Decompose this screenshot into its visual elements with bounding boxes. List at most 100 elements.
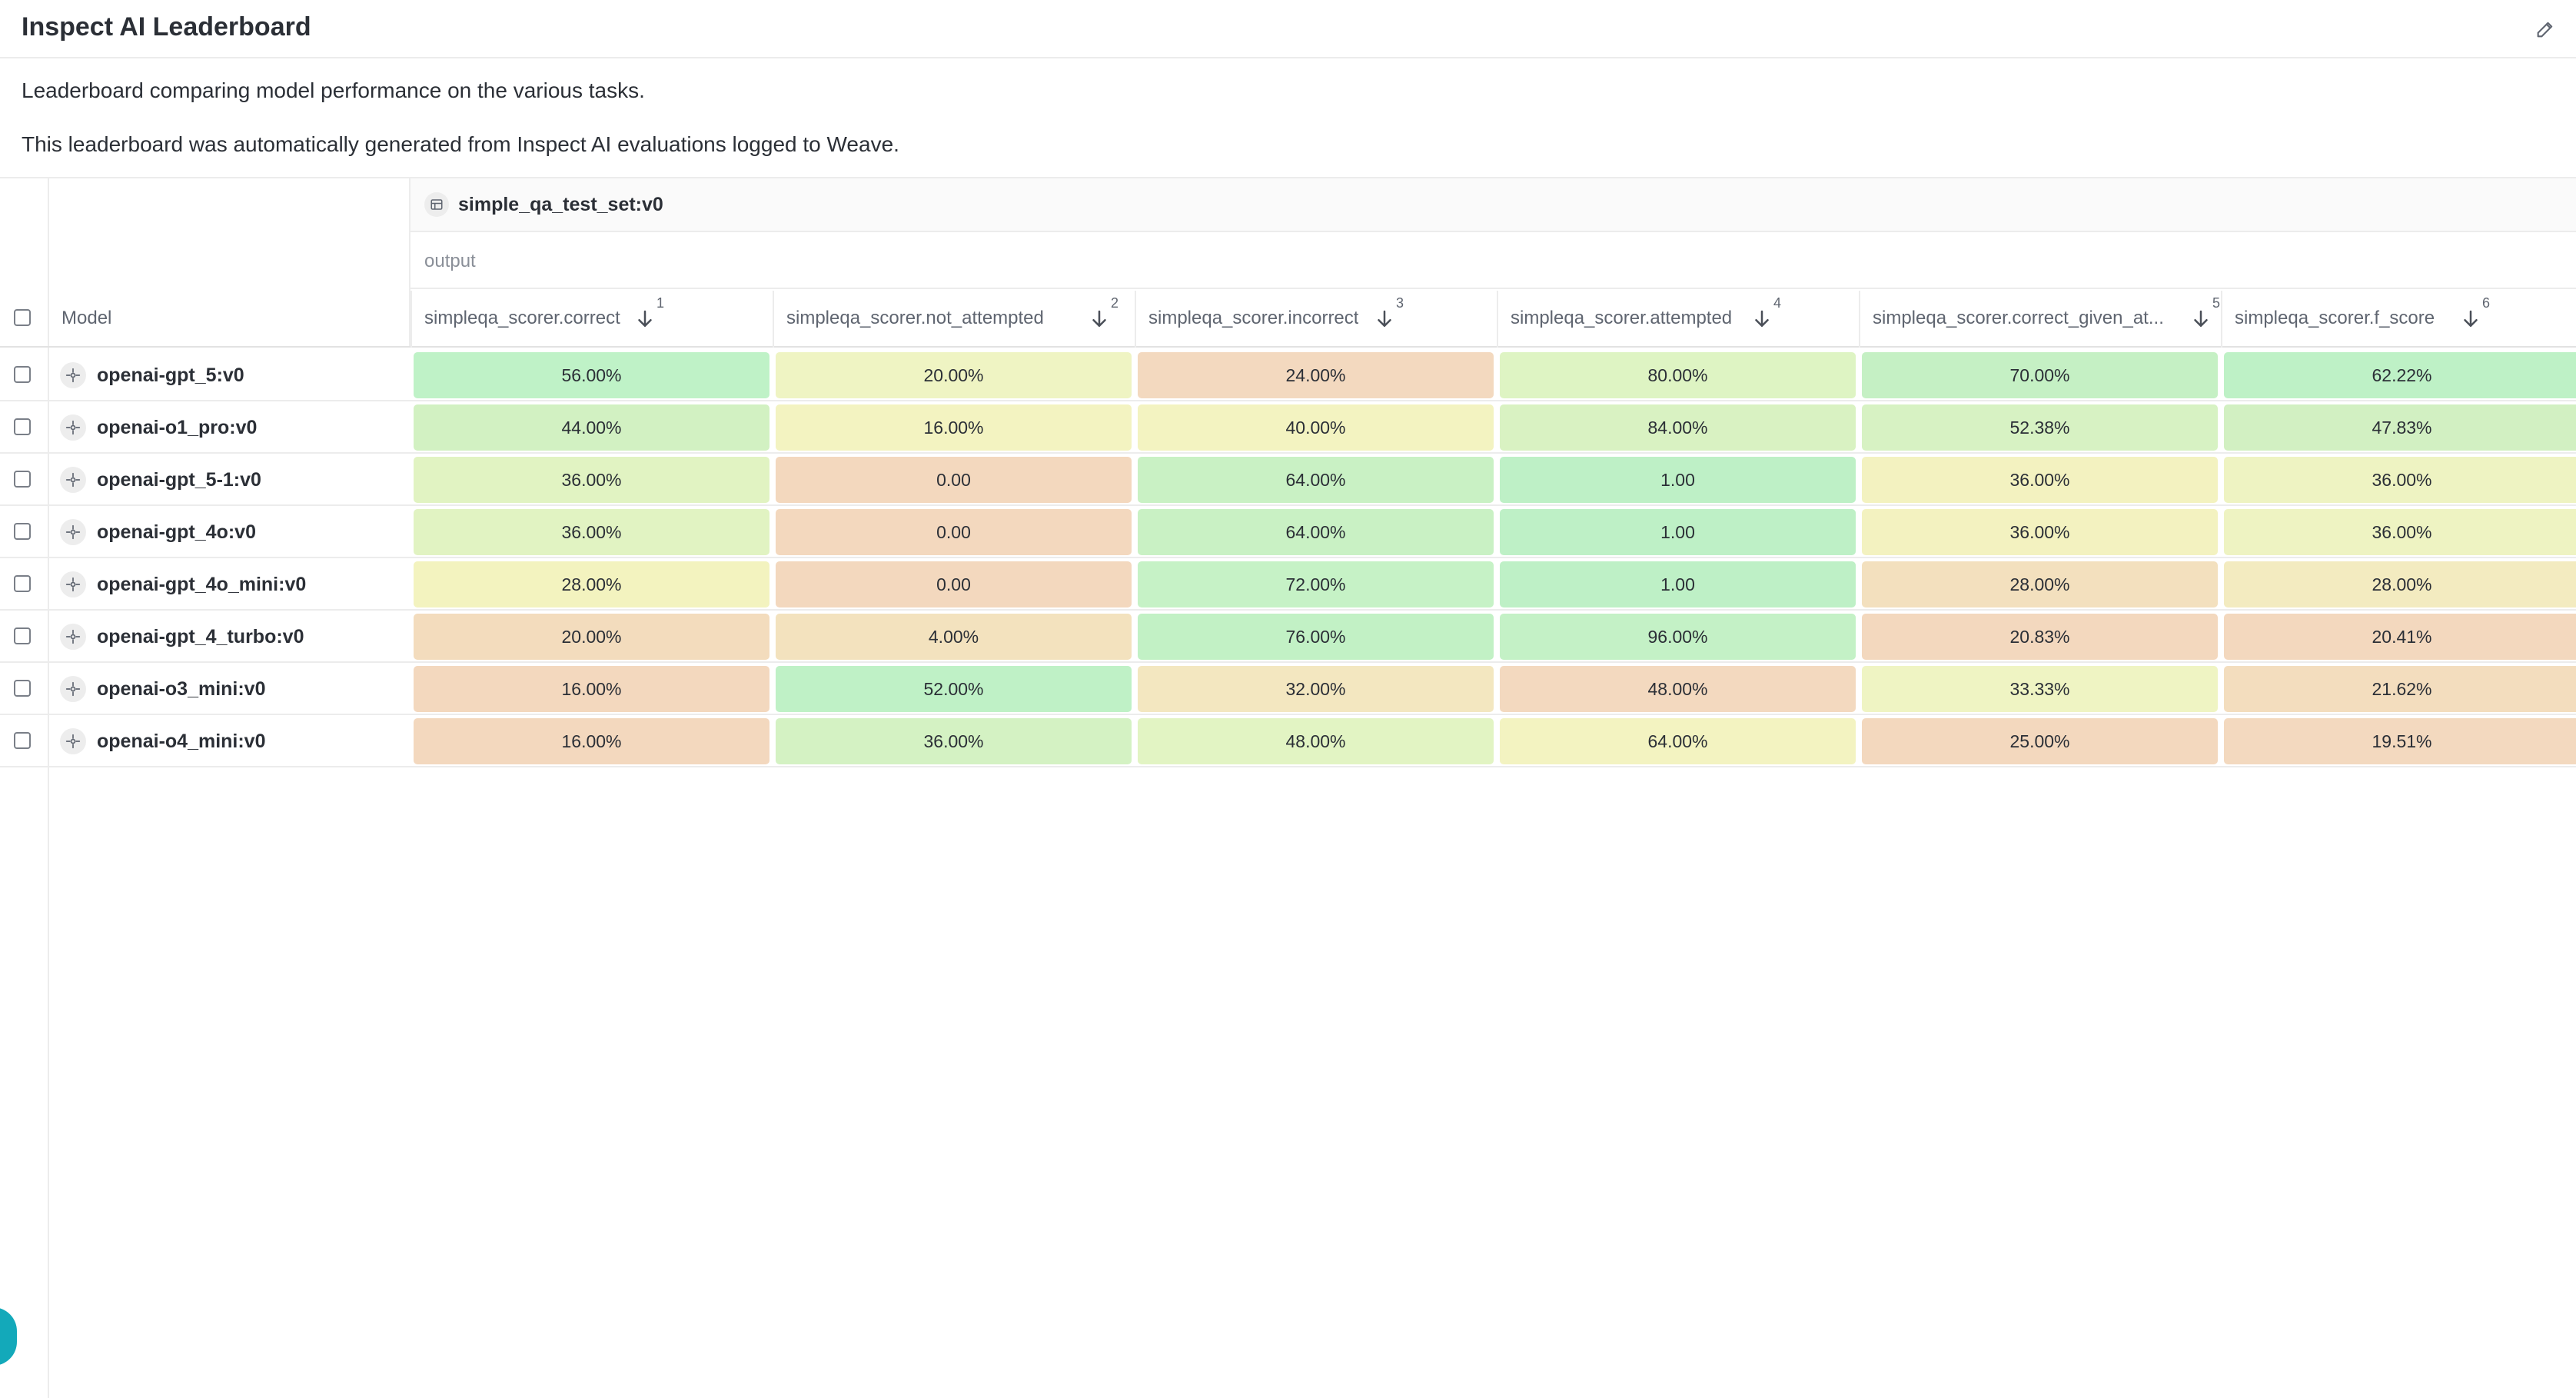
- score-cell[interactable]: 1.00: [1500, 509, 1856, 555]
- score-cell[interactable]: 19.51%: [2224, 718, 2576, 764]
- score-cell[interactable]: 64.00%: [1138, 509, 1494, 555]
- score-cell[interactable]: 32.00%: [1138, 666, 1494, 712]
- table-row[interactable]: openai-gpt_5:v0 56.00% 20.00% 24.00% 80.00% 7…: [0, 349, 2576, 401]
- score-cell[interactable]: 72.00%: [1138, 561, 1494, 607]
- row-checkbox[interactable]: [14, 471, 31, 488]
- row-checkbox[interactable]: [14, 732, 31, 749]
- model-cell[interactable]: openai-gpt_4_turbo:v0: [60, 611, 304, 663]
- column-header-4[interactable]: simpleqa_scorer.attempted 4: [1497, 291, 1859, 348]
- column-header-1[interactable]: simpleqa_scorer.correct 1: [410, 291, 773, 348]
- sort-descending-icon[interactable]: [2189, 306, 2212, 332]
- score-cell[interactable]: 52.38%: [1862, 404, 2218, 451]
- sort-descending-icon[interactable]: [1750, 306, 1773, 332]
- model-cell[interactable]: openai-o3_mini:v0: [60, 663, 266, 715]
- model-cell[interactable]: openai-gpt_4o_mini:v0: [60, 558, 306, 611]
- column-header-label: simpleqa_scorer.correct_given_at...: [1873, 308, 2164, 328]
- model-icon: [60, 571, 86, 597]
- score-cell[interactable]: 16.00%: [414, 666, 769, 712]
- column-header-row: Model simpleqa_scorer.correct 1 simpleqa_s…: [0, 291, 2576, 348]
- score-cell[interactable]: 48.00%: [1500, 666, 1856, 712]
- score-cell[interactable]: 36.00%: [1862, 457, 2218, 503]
- column-header-2[interactable]: simpleqa_scorer.not_attempted 2: [773, 291, 1135, 348]
- row-checkbox[interactable]: [14, 523, 31, 540]
- score-cell[interactable]: 1.00: [1500, 457, 1856, 503]
- help-button[interactable]: [0, 1307, 17, 1366]
- column-header-6[interactable]: simpleqa_scorer.f_score 6: [2221, 291, 2576, 348]
- row-checkbox[interactable]: [14, 418, 31, 435]
- score-cell[interactable]: 70.00%: [1862, 352, 2218, 398]
- score-cell[interactable]: 25.00%: [1862, 718, 2218, 764]
- score-cell[interactable]: 36.00%: [414, 509, 769, 555]
- score-cell[interactable]: 28.00%: [1862, 561, 2218, 607]
- score-cell[interactable]: 20.00%: [776, 352, 1132, 398]
- model-cell[interactable]: openai-o1_pro:v0: [60, 401, 257, 454]
- model-name: openai-gpt_4o:v0: [97, 521, 256, 543]
- model-column-header[interactable]: Model: [61, 308, 112, 328]
- dataset-name: simple_qa_test_set:v0: [458, 193, 663, 215]
- score-cell[interactable]: 20.41%: [2224, 614, 2576, 660]
- score-cell[interactable]: 1.00: [1500, 561, 1856, 607]
- score-cell[interactable]: 52.00%: [776, 666, 1132, 712]
- column-header-5[interactable]: simpleqa_scorer.correct_given_at... 5: [1859, 291, 2221, 348]
- model-name: openai-o1_pro:v0: [97, 416, 258, 438]
- score-cell[interactable]: 56.00%: [414, 352, 769, 398]
- table-row[interactable]: openai-o1_pro:v0 44.00% 16.00% 40.00% 84.00%…: [0, 401, 2576, 454]
- table-row[interactable]: openai-gpt_4o_mini:v0 28.00% 0.00 72.00% 1.0…: [0, 558, 2576, 611]
- table-row[interactable]: openai-gpt_4_turbo:v0 20.00% 4.00% 76.00% 96…: [0, 611, 2576, 663]
- model-cell[interactable]: openai-gpt_5:v0: [60, 349, 244, 401]
- sort-descending-icon[interactable]: [1373, 306, 1396, 332]
- score-cell[interactable]: 16.00%: [776, 404, 1132, 451]
- score-cell[interactable]: 0.00: [776, 457, 1132, 503]
- score-cell[interactable]: 48.00%: [1138, 718, 1494, 764]
- score-cell[interactable]: 36.00%: [414, 457, 769, 503]
- score-cell[interactable]: 0.00: [776, 509, 1132, 555]
- dataset-label[interactable]: simple_qa_test_set:v0: [424, 192, 663, 217]
- model-cell[interactable]: openai-o4_mini:v0: [60, 715, 266, 767]
- score-cell[interactable]: 0.00: [776, 561, 1132, 607]
- model-icon: [60, 362, 86, 388]
- sort-descending-icon[interactable]: [1088, 306, 1111, 332]
- score-cell[interactable]: 36.00%: [1862, 509, 2218, 555]
- model-name: openai-gpt_5-1:v0: [97, 468, 261, 491]
- edit-button[interactable]: [2530, 14, 2561, 45]
- score-cell[interactable]: 44.00%: [414, 404, 769, 451]
- score-cell[interactable]: 40.00%: [1138, 404, 1494, 451]
- row-checkbox[interactable]: [14, 627, 31, 644]
- score-cell[interactable]: 36.00%: [2224, 509, 2576, 555]
- model-icon: [60, 624, 86, 650]
- score-cell[interactable]: 64.00%: [1500, 718, 1856, 764]
- model-cell[interactable]: openai-gpt_4o:v0: [60, 506, 256, 558]
- row-checkbox[interactable]: [14, 366, 31, 383]
- score-cell[interactable]: 28.00%: [2224, 561, 2576, 607]
- score-cell[interactable]: 28.00%: [414, 561, 769, 607]
- score-cell[interactable]: 84.00%: [1500, 404, 1856, 451]
- score-cell[interactable]: 24.00%: [1138, 352, 1494, 398]
- score-cell[interactable]: 20.83%: [1862, 614, 2218, 660]
- description-line-2: This leaderboard was automatically gener…: [22, 132, 899, 156]
- score-cell[interactable]: 16.00%: [414, 718, 769, 764]
- score-cell[interactable]: 36.00%: [2224, 457, 2576, 503]
- table-row[interactable]: openai-gpt_4o:v0 36.00% 0.00 64.00% 1.00 36.0…: [0, 506, 2576, 558]
- score-cell[interactable]: 62.22%: [2224, 352, 2576, 398]
- score-cell[interactable]: 21.62%: [2224, 666, 2576, 712]
- table-row[interactable]: openai-o3_mini:v0 16.00% 52.00% 32.00% 48.00…: [0, 663, 2576, 715]
- table-row[interactable]: openai-gpt_5-1:v0 36.00% 0.00 64.00% 1.00 36.…: [0, 454, 2576, 506]
- score-cell[interactable]: 47.83%: [2224, 404, 2576, 451]
- column-header-3[interactable]: simpleqa_scorer.incorrect 3: [1135, 291, 1497, 348]
- select-all-checkbox[interactable]: [14, 309, 31, 326]
- column-header-label: simpleqa_scorer.attempted: [1511, 308, 1733, 328]
- score-cell[interactable]: 33.33%: [1862, 666, 2218, 712]
- score-cell[interactable]: 96.00%: [1500, 614, 1856, 660]
- row-checkbox[interactable]: [14, 680, 31, 697]
- score-cell[interactable]: 4.00%: [776, 614, 1132, 660]
- score-cell[interactable]: 36.00%: [776, 718, 1132, 764]
- score-cell[interactable]: 80.00%: [1500, 352, 1856, 398]
- score-cell[interactable]: 76.00%: [1138, 614, 1494, 660]
- model-cell[interactable]: openai-gpt_5-1:v0: [60, 454, 261, 506]
- sort-descending-icon[interactable]: [2459, 306, 2482, 332]
- sort-descending-icon[interactable]: [633, 306, 656, 332]
- table-row[interactable]: openai-o4_mini:v0 16.00% 36.00% 48.00% 64.00…: [0, 715, 2576, 767]
- row-checkbox[interactable]: [14, 575, 31, 592]
- score-cell[interactable]: 64.00%: [1138, 457, 1494, 503]
- score-cell[interactable]: 20.00%: [414, 614, 769, 660]
